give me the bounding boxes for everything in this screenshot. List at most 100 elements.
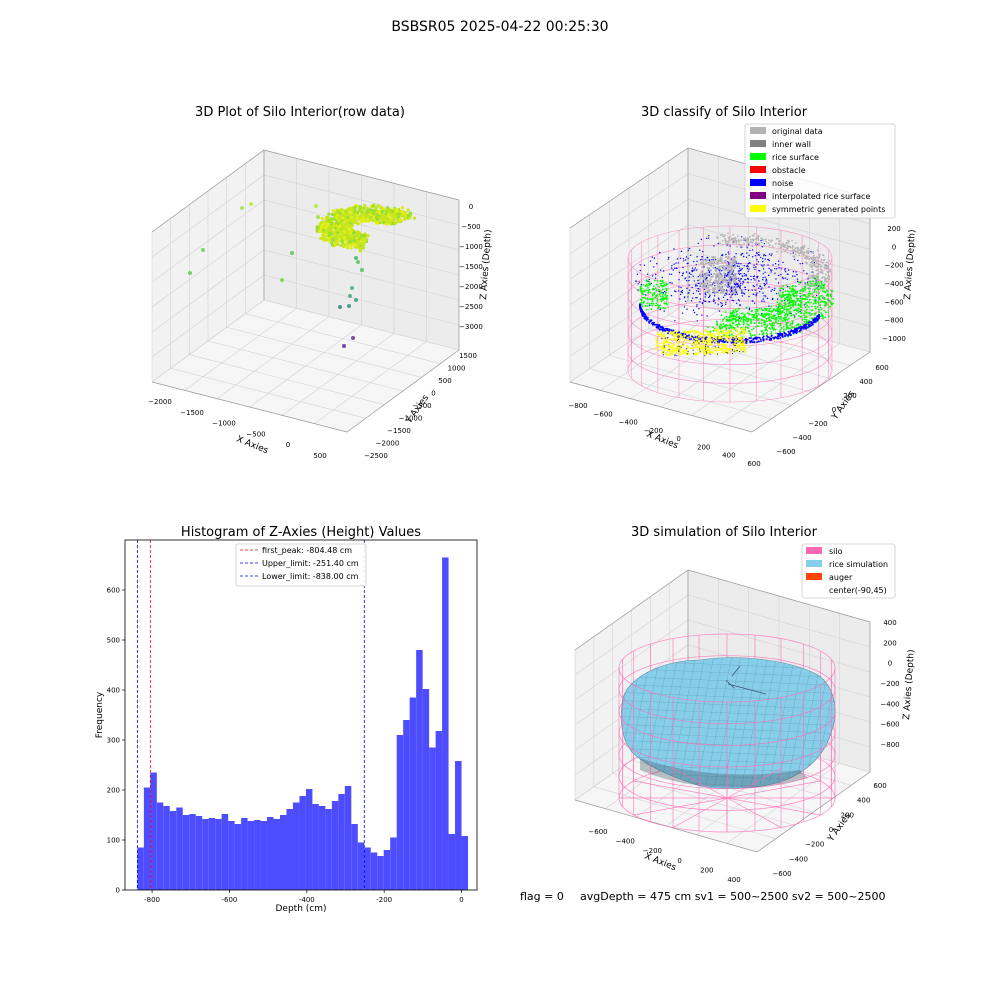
original-point bbox=[753, 238, 755, 241]
symmetric-point bbox=[717, 331, 720, 334]
classify-z-label: Z Axies (Depth) bbox=[903, 229, 918, 300]
symmetric-point bbox=[740, 348, 742, 351]
histogram-bar bbox=[143, 787, 151, 890]
rice-surface-point bbox=[758, 322, 760, 324]
noise-point bbox=[697, 290, 700, 292]
noise-point bbox=[718, 310, 721, 312]
mesh-line bbox=[783, 657, 815, 789]
noise-point bbox=[774, 272, 776, 274]
noise-point bbox=[697, 282, 699, 285]
noise-rim-point bbox=[807, 326, 809, 329]
rice-surface-point bbox=[666, 303, 669, 306]
rice-surface-point bbox=[746, 320, 748, 323]
rice-surface-point bbox=[787, 317, 790, 320]
rice-surface-point bbox=[818, 311, 821, 313]
original-point bbox=[725, 244, 728, 247]
symmetric-point bbox=[675, 330, 678, 333]
raw-point bbox=[350, 228, 354, 232]
noise-point bbox=[797, 259, 799, 262]
simulation-x-tick: 200 bbox=[700, 866, 713, 874]
noise-rim-point bbox=[792, 332, 795, 335]
raw-point bbox=[391, 219, 396, 223]
rice-surface-point bbox=[805, 295, 807, 298]
legend-label: obstacle bbox=[772, 166, 806, 175]
rice-surface-point bbox=[649, 298, 651, 300]
rice-surface-point bbox=[814, 296, 817, 299]
original-point bbox=[725, 281, 729, 284]
original-point bbox=[719, 256, 722, 259]
symmetric-point bbox=[725, 335, 728, 338]
noise-point bbox=[662, 292, 665, 294]
rice-surface-point bbox=[831, 303, 833, 306]
rice-surface-point bbox=[755, 308, 757, 311]
original-point bbox=[701, 282, 705, 286]
symmetric-point bbox=[669, 330, 672, 333]
histogram-bar bbox=[228, 821, 235, 890]
rice-surface-point bbox=[795, 297, 798, 300]
original-point bbox=[801, 251, 804, 254]
raw-y-tick: −1000 bbox=[399, 415, 423, 423]
rice-surface-point bbox=[801, 295, 803, 297]
noise-point bbox=[794, 275, 796, 277]
noise-rim-point bbox=[776, 335, 779, 338]
rice-surface-point bbox=[790, 290, 793, 292]
original-point bbox=[711, 256, 714, 259]
rice-surface-point bbox=[733, 327, 736, 330]
noise-point bbox=[768, 253, 771, 255]
histogram-y-tick-label: 600 bbox=[107, 587, 120, 595]
original-point bbox=[704, 282, 707, 285]
rice-surface-point bbox=[804, 310, 806, 313]
noise-point bbox=[735, 302, 738, 304]
rice-surface-point bbox=[764, 329, 767, 332]
noise-point bbox=[731, 294, 733, 296]
symmetric-point bbox=[694, 344, 697, 347]
rice-surface-point bbox=[780, 327, 783, 329]
noise-point bbox=[801, 262, 804, 265]
symmetric-point bbox=[738, 346, 741, 349]
symmetric-point bbox=[659, 335, 662, 338]
symmetric-point bbox=[687, 352, 690, 355]
noise-point bbox=[681, 312, 684, 314]
noise-rim-point bbox=[672, 329, 675, 332]
rice-surface-point bbox=[785, 308, 788, 311]
noise-point bbox=[799, 310, 801, 312]
rice-surface-point bbox=[770, 333, 772, 335]
noise-point bbox=[695, 290, 698, 292]
noise-point bbox=[807, 278, 809, 280]
noise-point bbox=[735, 292, 737, 294]
rice-surface-point bbox=[760, 314, 763, 317]
noise-rim-point bbox=[794, 330, 797, 333]
rice-surface-point bbox=[735, 320, 737, 323]
rice-surface-point bbox=[781, 307, 784, 310]
raw-point bbox=[336, 231, 340, 235]
rice-surface-point bbox=[808, 294, 811, 297]
original-point bbox=[721, 233, 724, 236]
simulation-x-tick: 400 bbox=[727, 876, 740, 884]
noise-rim-point bbox=[770, 334, 773, 337]
noise-point bbox=[701, 258, 703, 261]
original-point bbox=[704, 279, 708, 282]
rice-surface-point bbox=[762, 332, 764, 335]
noise-rim-point bbox=[641, 312, 644, 315]
original-point bbox=[807, 257, 810, 260]
noise-rim-point bbox=[688, 338, 691, 341]
noise-point bbox=[714, 302, 716, 304]
original-point bbox=[794, 253, 797, 256]
legend-label: rice simulation bbox=[829, 560, 888, 569]
rice-surface-point bbox=[820, 294, 823, 297]
symmetric-edge-point bbox=[693, 342, 695, 344]
noise-point bbox=[673, 248, 675, 250]
symmetric-point bbox=[660, 342, 663, 345]
noise-point bbox=[803, 270, 805, 272]
rice-surface-point bbox=[774, 317, 777, 319]
original-point bbox=[757, 239, 760, 241]
noise-rim-point bbox=[731, 338, 734, 341]
raw-x-tick: −500 bbox=[246, 430, 265, 438]
noise-point bbox=[755, 266, 757, 268]
symmetric-point bbox=[739, 336, 742, 339]
original-point bbox=[713, 260, 716, 263]
raw-y-tick: 1500 bbox=[459, 352, 477, 360]
original-point bbox=[807, 251, 810, 254]
noise-point bbox=[738, 262, 740, 265]
